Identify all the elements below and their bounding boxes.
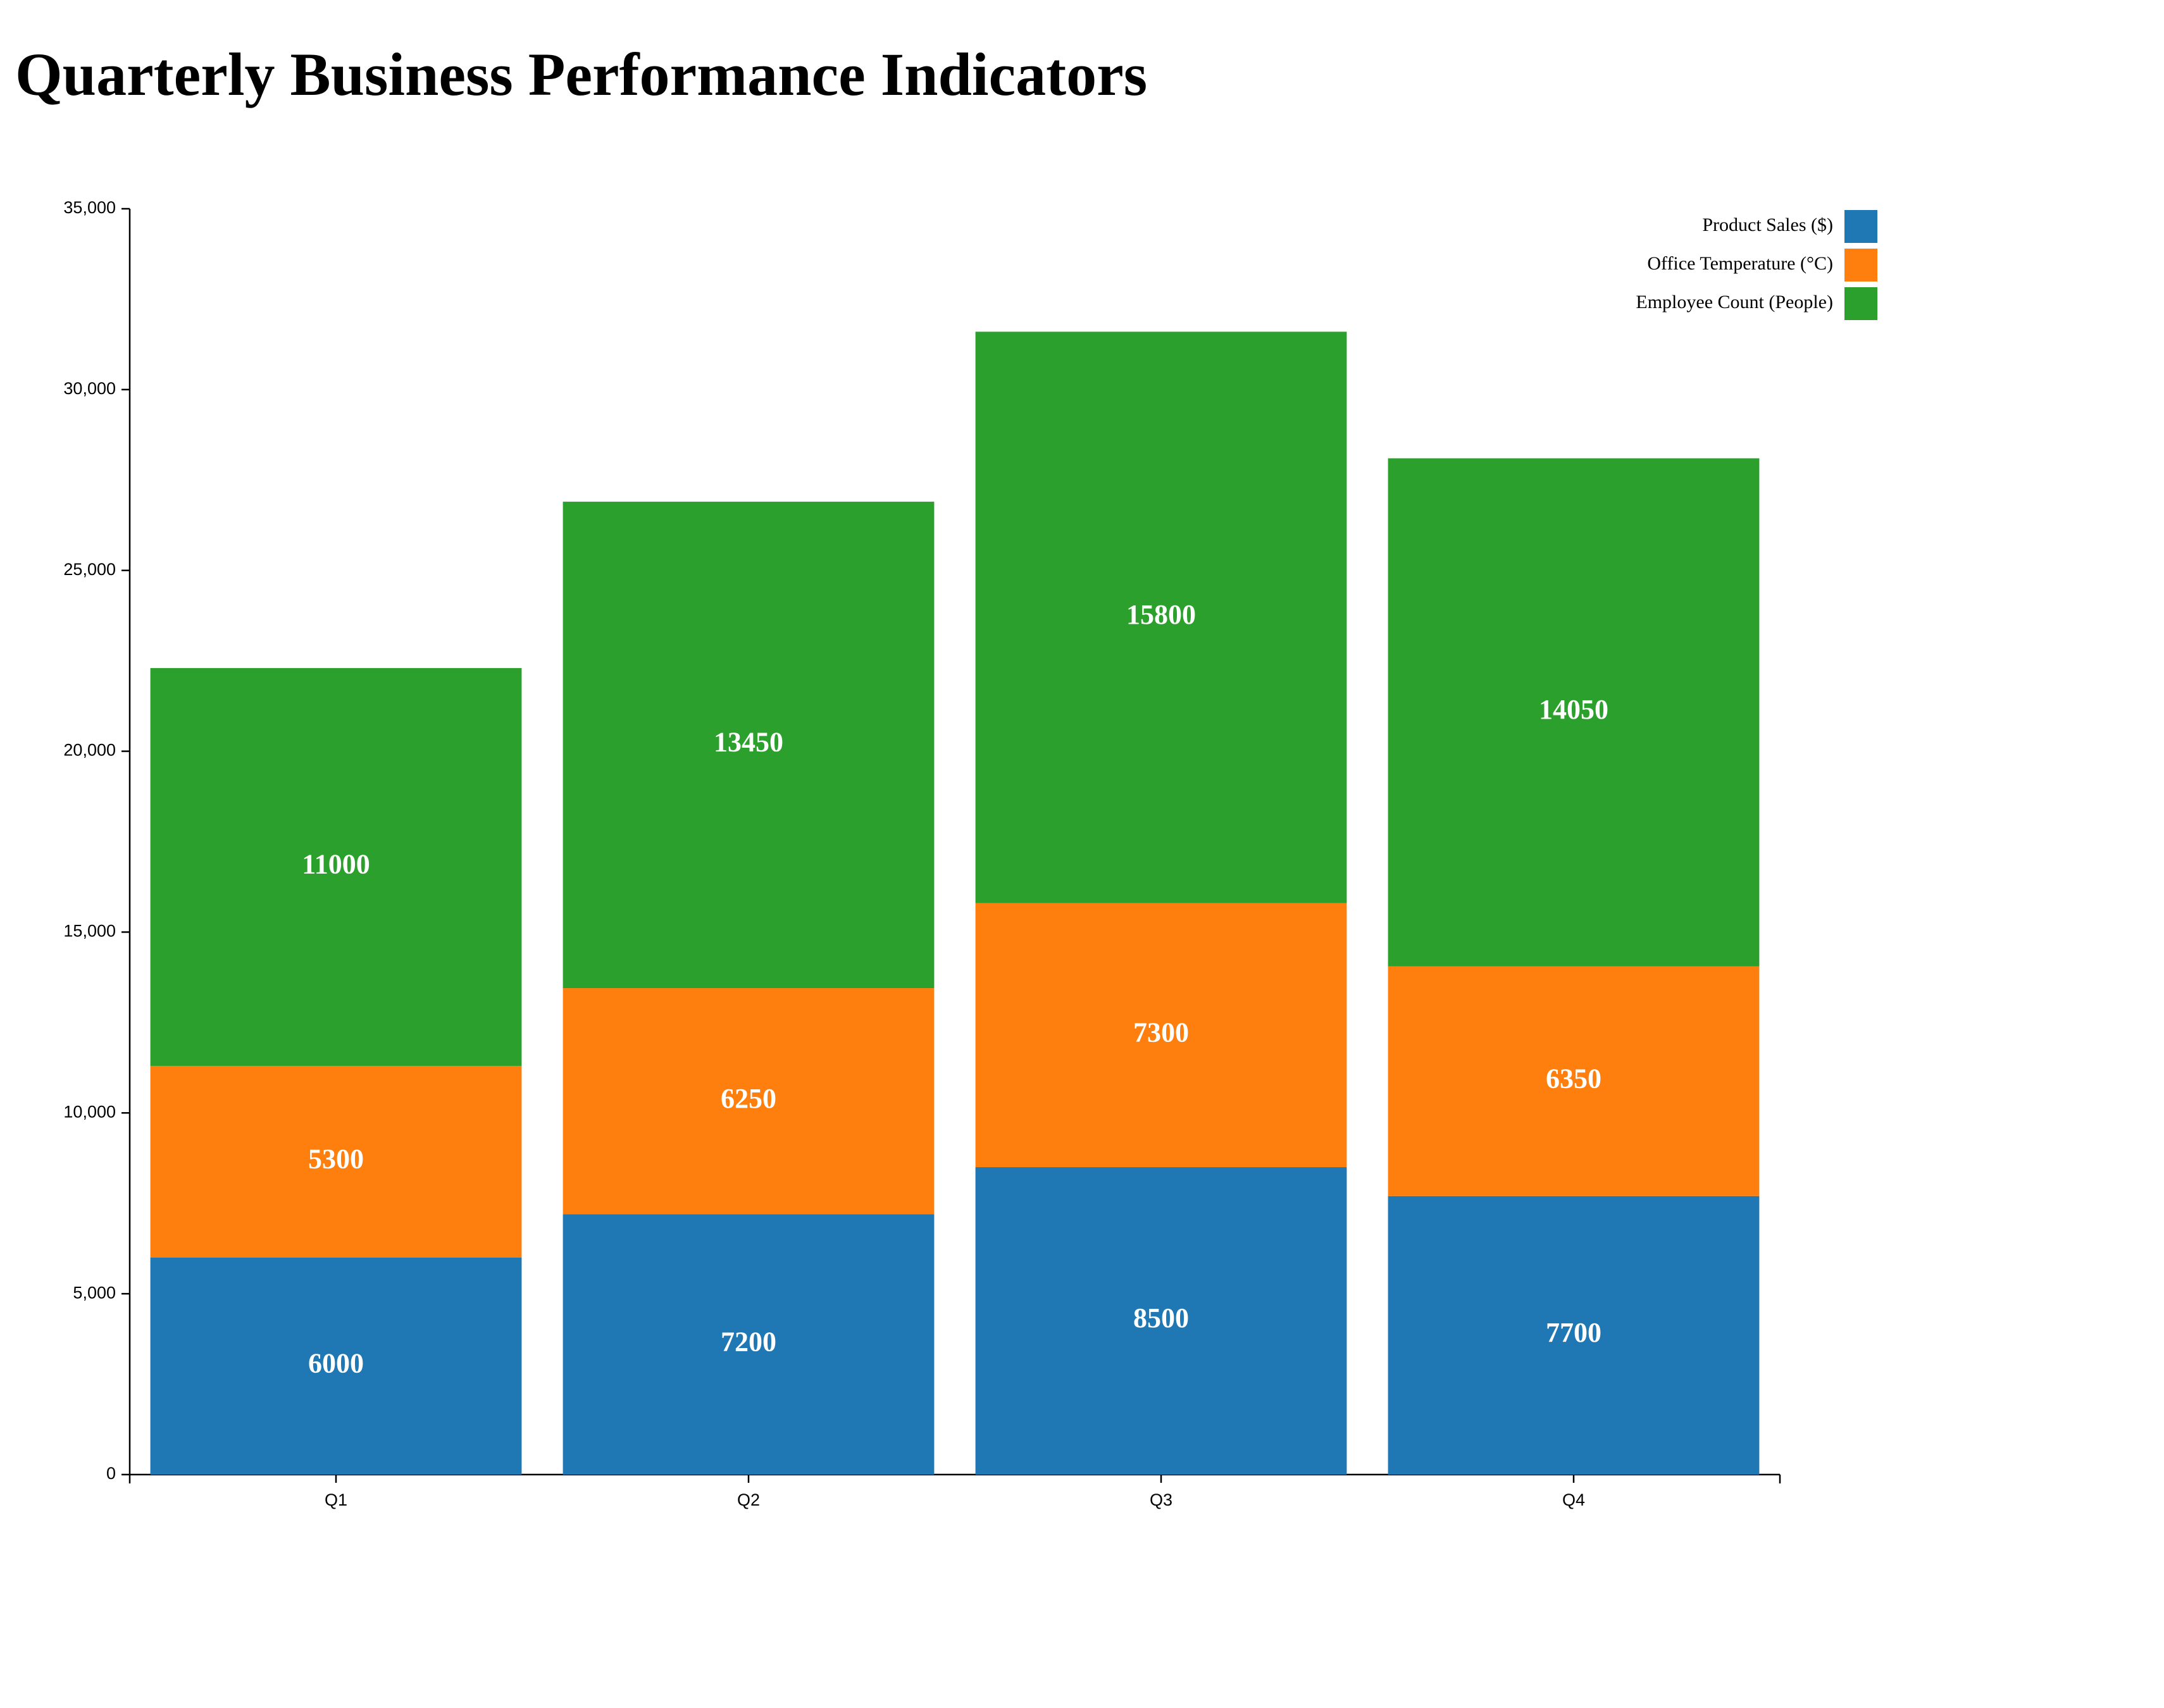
bar-data-label: 15800	[1126, 599, 1196, 630]
bar-stack-q4: 7700 6350 14050	[1388, 458, 1760, 1475]
y-tick-label: 0	[106, 1464, 116, 1483]
legend-label: Employee Count (People)	[1636, 292, 1833, 313]
y-tick-label: 5,000	[73, 1283, 116, 1302]
bar-data-label: 7200	[721, 1326, 776, 1357]
legend-item[interactable]: Product Sales ($)	[1702, 210, 1877, 243]
bar-stack-q3: 8500 7300 15800	[975, 331, 1347, 1475]
legend-swatch	[1844, 210, 1877, 243]
bar-stack-q1: 6000 5300 11000	[150, 668, 522, 1475]
chart-title: Quarterly Business Performance Indicator…	[15, 40, 1148, 108]
bar-data-label: 7700	[1546, 1317, 1601, 1348]
bar-segment[interactable]	[975, 331, 1347, 903]
bar-segment[interactable]	[975, 903, 1347, 1168]
bar-segment[interactable]	[1388, 458, 1760, 967]
bar-segment[interactable]	[975, 1167, 1347, 1475]
bar-segment[interactable]	[563, 988, 935, 1215]
bar-data-label: 13450	[714, 727, 783, 758]
x-tick-label: Q4	[1562, 1490, 1585, 1509]
legend-label: Office Temperature (°C)	[1647, 253, 1833, 274]
bar-data-label: 11000	[302, 849, 370, 880]
legend-label: Product Sales ($)	[1702, 214, 1833, 235]
bar-segment[interactable]	[563, 1214, 935, 1475]
bar-data-label: 6350	[1546, 1063, 1601, 1094]
legend-item[interactable]: Office Temperature (°C)	[1647, 249, 1877, 282]
x-axis: Q1 Q2 Q3 Q4	[128, 1473, 1781, 1509]
y-tick-label: 10,000	[63, 1102, 116, 1121]
y-tick-label: 25,000	[63, 560, 116, 579]
bar-stacks: 6000 5300 11000 7200 6250 13450 8500 7300 15800 7…	[150, 331, 1760, 1475]
bar-segment[interactable]	[150, 1257, 522, 1475]
bar-data-label: 8500	[1133, 1303, 1189, 1334]
bar-data-label: 6000	[308, 1348, 364, 1379]
bar-segment[interactable]	[563, 502, 935, 989]
bar-data-label: 6250	[721, 1083, 776, 1114]
y-tick-label: 20,000	[63, 741, 116, 760]
legend: Product Sales ($) Office Temperature (°C)…	[1636, 210, 1877, 320]
bar-data-label: 5300	[308, 1144, 364, 1175]
legend-swatch	[1844, 287, 1877, 320]
x-tick-label: Q1	[325, 1490, 347, 1509]
bar-segment[interactable]	[1388, 966, 1760, 1196]
bar-segment[interactable]	[150, 1065, 522, 1258]
y-tick-label: 15,000	[63, 922, 116, 941]
bar-stack-q2: 7200 6250 13450	[563, 502, 935, 1475]
bar-segment[interactable]	[1388, 1196, 1760, 1475]
y-tick-label: 30,000	[63, 379, 116, 398]
x-tick-label: Q3	[1150, 1490, 1172, 1509]
y-axis: 0 5,000 10,000 15,000 20,000 25,000 30,000 35,0…	[63, 198, 131, 1483]
bar-data-label: 14050	[1539, 694, 1608, 725]
legend-item[interactable]: Employee Count (People)	[1636, 287, 1877, 320]
y-tick-label: 35,000	[63, 198, 116, 217]
x-tick-label: Q2	[737, 1490, 760, 1509]
bar-segment[interactable]	[150, 668, 522, 1066]
legend-swatch	[1844, 249, 1877, 282]
bar-data-label: 7300	[1133, 1017, 1189, 1048]
